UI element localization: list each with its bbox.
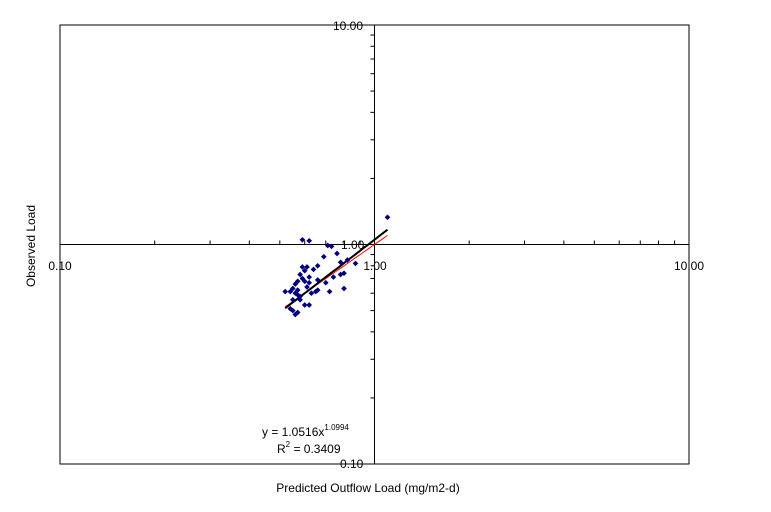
data-point-3 [324, 242, 331, 249]
data-point-8 [352, 260, 359, 267]
data-point-22 [322, 279, 329, 286]
data-point-33 [287, 288, 294, 295]
data-point-37 [289, 296, 296, 303]
data-point-47 [287, 305, 294, 312]
x-tick-label-0: 0.10 [48, 259, 72, 273]
r-squared: R2 = 0.3409 [277, 440, 341, 456]
data-point-23 [330, 274, 337, 280]
data-points [282, 214, 391, 318]
data-point-5 [334, 250, 340, 257]
equation-base: y = 1.0516x [262, 425, 324, 439]
data-point-29 [304, 284, 310, 290]
x-axis-title: Predicted Outflow Load (mg/m2-d) [276, 481, 459, 495]
data-point-34 [282, 288, 289, 295]
data-point-7 [344, 257, 351, 263]
data-point-2 [384, 214, 391, 221]
r-squared-letter: R [277, 442, 286, 456]
equation-exponent: 1.0994 [324, 423, 349, 432]
data-point-0 [299, 236, 306, 243]
data-point-10 [314, 262, 321, 269]
data-point-46 [294, 309, 301, 316]
data-point-30 [308, 290, 315, 297]
y-tick-label-1: 1.00 [341, 238, 365, 252]
data-point-39 [306, 302, 313, 308]
data-point-40 [297, 293, 303, 300]
r-squared-sup: 2 [286, 440, 291, 449]
data-point-4 [328, 243, 335, 250]
data-point-26 [292, 281, 299, 287]
trendline-equation: y = 1.0516x1.0994 [262, 423, 349, 439]
data-point-16 [306, 274, 313, 280]
x-tick-label-1: 1.00 [363, 259, 387, 273]
data-point-1 [306, 237, 313, 244]
data-point-43 [341, 285, 347, 292]
data-point-13 [299, 264, 306, 270]
data-point-19 [301, 278, 308, 285]
data-point-36 [297, 296, 303, 303]
data-point-12 [310, 266, 317, 273]
data-point-21 [314, 277, 321, 283]
data-point-42 [326, 288, 333, 295]
data-point-14 [301, 267, 308, 274]
data-point-38 [301, 302, 308, 308]
data-point-20 [306, 279, 313, 286]
data-point-6 [320, 253, 327, 260]
y-tick-label-2: 10.00 [333, 19, 363, 33]
data-point-25 [337, 271, 344, 278]
y-minor-ticks [368, 24, 375, 465]
r-squared-value: = 0.3409 [290, 442, 341, 456]
x-tick-label-2: 10.00 [674, 259, 704, 273]
data-point-11 [304, 264, 310, 270]
data-point-41 [314, 287, 321, 293]
data-point-15 [297, 271, 303, 278]
y-tick-label-0: 0.10 [340, 457, 364, 471]
data-point-35 [292, 290, 299, 297]
y-axis-title: Observed Load [24, 205, 38, 287]
x-minor-ticks [59, 238, 690, 245]
power-trendline [284, 228, 389, 309]
data-point-9 [337, 259, 344, 266]
